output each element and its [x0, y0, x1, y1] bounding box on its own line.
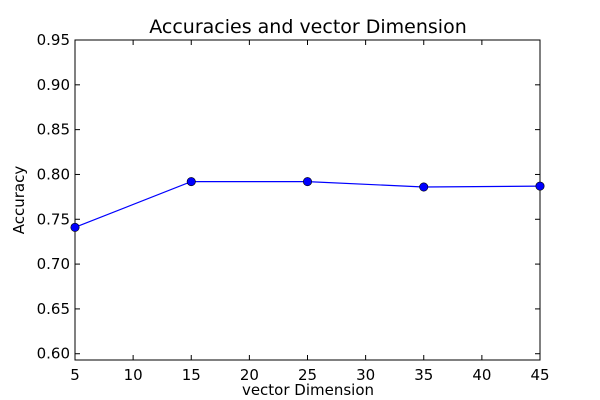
y-tick-label: 0.90	[37, 76, 70, 94]
x-tick-label: 15	[182, 366, 201, 384]
x-tick-label: 25	[298, 366, 317, 384]
y-tick-label: 0.95	[37, 31, 70, 49]
data-point	[419, 182, 429, 192]
x-tick-label: 45	[530, 366, 549, 384]
data-point	[70, 222, 80, 232]
data-point	[535, 181, 545, 191]
chart-title: Accuracies and vector Dimension	[149, 16, 467, 38]
y-tick-label: 0.75	[37, 210, 70, 228]
x-tick-label: 40	[472, 366, 491, 384]
y-axis-label: Accuracy	[10, 166, 28, 235]
y-tick-label: 0.85	[37, 121, 70, 139]
x-tick-label: 5	[70, 366, 80, 384]
data-point	[302, 177, 312, 187]
x-tick-label: 30	[356, 366, 375, 384]
y-tick-label: 0.60	[37, 345, 70, 363]
y-tick-label: 0.70	[37, 255, 70, 273]
x-axis-label: vector Dimension	[242, 381, 374, 399]
plot-layer: 5 10 15 20 25 30 35 40 45 0.60 0.65 0.70 0.75 0.80 0.8…	[37, 31, 550, 384]
x-tick-label: 35	[414, 366, 433, 384]
y-tick-label: 0.80	[37, 165, 70, 183]
series-line	[74, 181, 541, 228]
x-tick-label: 20	[240, 366, 259, 384]
x-tick-label: 10	[124, 366, 143, 384]
data-point	[186, 177, 196, 187]
y-tick-label: 0.65	[37, 300, 70, 318]
